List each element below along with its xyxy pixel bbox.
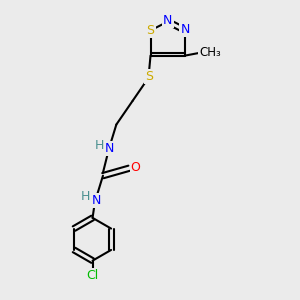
Text: H: H (94, 139, 104, 152)
Text: N: N (92, 194, 101, 206)
Text: N: N (181, 23, 190, 36)
Text: S: S (146, 24, 154, 37)
Text: N: N (105, 142, 115, 155)
Text: O: O (131, 161, 141, 174)
Text: CH₃: CH₃ (199, 46, 221, 59)
Text: S: S (145, 70, 153, 83)
Text: N: N (163, 14, 172, 27)
Text: Cl: Cl (86, 269, 99, 282)
Text: H: H (81, 190, 90, 203)
